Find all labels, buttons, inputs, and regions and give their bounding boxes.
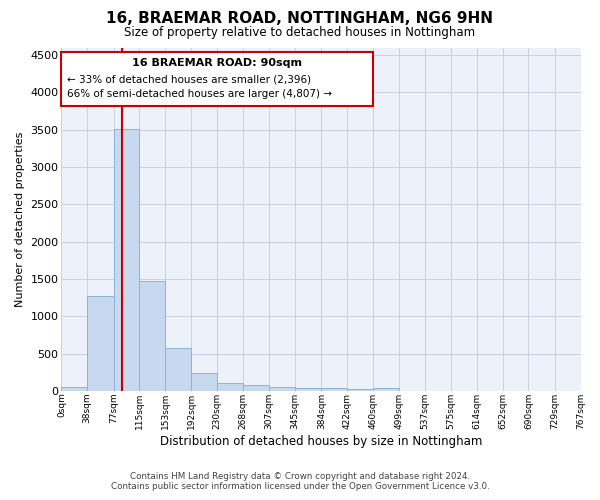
Bar: [87, 296, 113, 391]
Bar: [217, 382, 243, 391]
Bar: [373, 388, 399, 391]
Bar: [61, 388, 87, 391]
Text: 66% of semi-detached houses are larger (4,807) →: 66% of semi-detached houses are larger (…: [67, 88, 332, 99]
Y-axis label: Number of detached properties: Number of detached properties: [15, 132, 25, 307]
Bar: [269, 387, 295, 391]
Text: Size of property relative to detached houses in Nottingham: Size of property relative to detached ho…: [124, 26, 476, 39]
Text: 16 BRAEMAR ROAD: 90sqm: 16 BRAEMAR ROAD: 90sqm: [132, 58, 302, 68]
X-axis label: Distribution of detached houses by size in Nottingham: Distribution of detached houses by size …: [160, 434, 482, 448]
Bar: [295, 388, 322, 391]
Bar: [113, 129, 139, 391]
Bar: [347, 388, 373, 391]
Text: ← 33% of detached houses are smaller (2,396): ← 33% of detached houses are smaller (2,…: [67, 74, 311, 85]
Bar: [139, 280, 165, 391]
Bar: [243, 385, 269, 391]
Text: 16, BRAEMAR ROAD, NOTTINGHAM, NG6 9HN: 16, BRAEMAR ROAD, NOTTINGHAM, NG6 9HN: [107, 11, 493, 26]
Text: Contains HM Land Registry data © Crown copyright and database right 2024.
Contai: Contains HM Land Registry data © Crown c…: [110, 472, 490, 491]
Bar: [165, 348, 191, 391]
Bar: [322, 388, 347, 391]
Bar: [61, 52, 373, 106]
Bar: [191, 373, 217, 391]
